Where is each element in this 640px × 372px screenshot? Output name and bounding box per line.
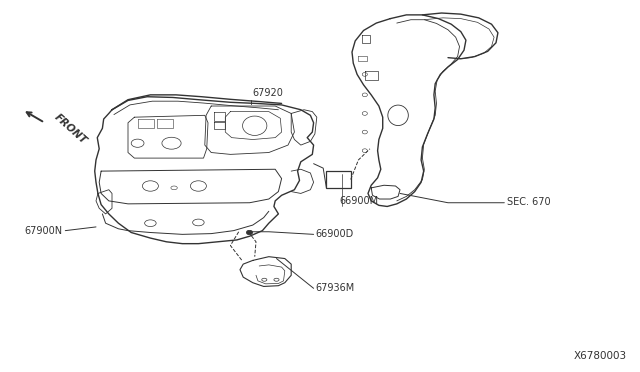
Text: 67920: 67920 bbox=[253, 88, 284, 98]
Bar bbox=[326, 171, 351, 188]
Text: 66900D: 66900D bbox=[316, 229, 354, 238]
Text: 66900M: 66900M bbox=[339, 196, 378, 206]
Text: FRONT: FRONT bbox=[52, 112, 89, 147]
Text: 67900N: 67900N bbox=[24, 226, 63, 235]
Text: SEC. 670: SEC. 670 bbox=[507, 198, 550, 207]
Text: 67936M: 67936M bbox=[316, 283, 355, 293]
Text: X6780003: X6780003 bbox=[574, 351, 627, 361]
